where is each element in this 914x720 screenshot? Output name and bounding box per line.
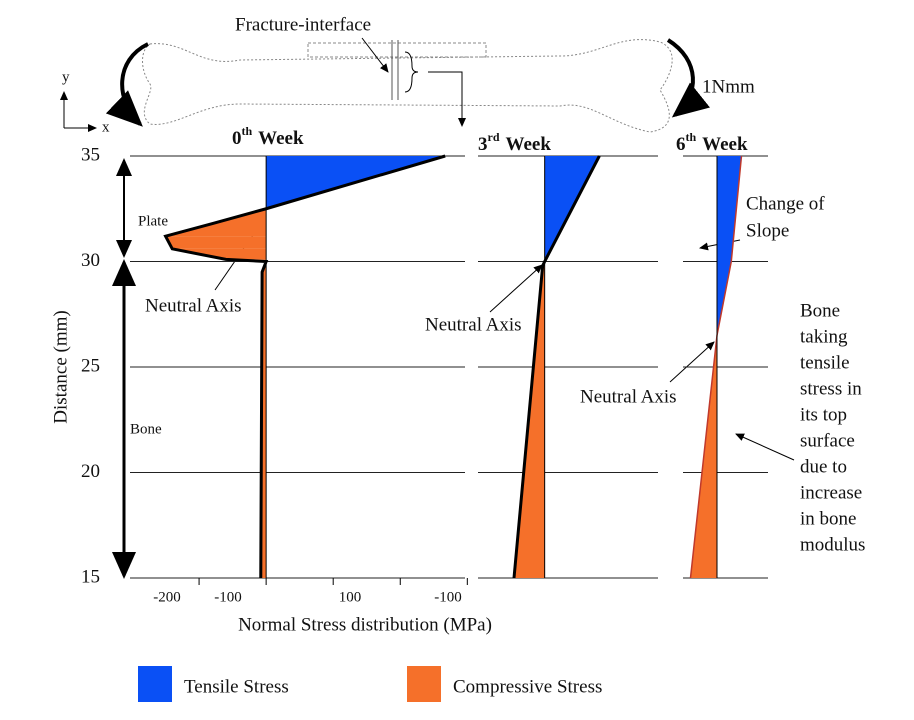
legend-label: Compressive Stress (453, 676, 602, 697)
annotation: stress in (800, 378, 862, 399)
title-suffix: th (686, 130, 697, 144)
annotation: in bone (800, 508, 856, 529)
moment-label: 1Nmm (702, 76, 755, 97)
title-number: 3 (478, 134, 488, 155)
annotation: modulus (800, 534, 865, 555)
y-tick-label: 20 (81, 461, 100, 482)
stress-profile (512, 155, 601, 579)
arrow (428, 71, 466, 127)
x-tick-label: -100 (434, 589, 462, 605)
x-tick-label: -100 (214, 589, 242, 605)
tensile-area (717, 156, 742, 262)
title-text: Week (258, 128, 304, 149)
annotation: Slope (746, 220, 789, 241)
title-number: 6 (676, 134, 686, 155)
axis-label: y (62, 69, 70, 85)
annotation: surface (800, 430, 855, 451)
annotation: its top (800, 404, 847, 425)
panel-title: 0th Week (232, 124, 304, 150)
compressive-area (165, 236, 267, 249)
axis-label: x (102, 119, 110, 135)
annotation: Bone (130, 421, 162, 437)
bone-outline (142, 39, 673, 133)
legend-swatch (407, 666, 441, 702)
y-tick-label: 30 (81, 250, 100, 271)
title-suffix: rd (488, 130, 500, 144)
annotation: due to (800, 456, 847, 477)
arrow (669, 341, 715, 383)
annotation: increase (800, 482, 862, 503)
annotation: tensile (800, 352, 850, 373)
arrow (735, 433, 795, 461)
title-text: Week (506, 134, 552, 155)
panel-title: 3rd Week (478, 130, 551, 156)
brace (404, 51, 419, 93)
annotation: Neutral Axis (145, 295, 242, 316)
x-tick-label: -200 (153, 589, 181, 605)
annotation: Plate (138, 213, 168, 229)
title-number: 0 (232, 128, 242, 149)
moment-arrow (105, 42, 149, 127)
annotation: Neutral Axis (580, 386, 677, 407)
annotation: Change of (746, 193, 825, 214)
y-tick-label: 15 (81, 566, 100, 587)
y-tick-label: 25 (81, 355, 100, 376)
x-axis-label: Normal Stress distribution (MPa) (238, 614, 492, 635)
annotation: Neutral Axis (425, 314, 522, 335)
y-axis-label: Distance (mm) (50, 310, 71, 423)
legend-swatch (138, 666, 172, 702)
panel-title: 6th Week (676, 130, 748, 156)
stress-profile (689, 155, 743, 579)
title-text: Week (702, 134, 748, 155)
compressive-area (165, 223, 267, 237)
arrow (361, 37, 389, 73)
legend-label: Tensile Stress (184, 676, 289, 697)
y-tick-label: 35 (81, 144, 100, 165)
compressive-area (172, 248, 267, 260)
title-suffix: th (242, 124, 253, 138)
annotation: Bone (800, 300, 840, 321)
x-tick-label: 100 (339, 589, 362, 605)
annotation: taking (800, 326, 848, 347)
arrow (489, 264, 543, 313)
plate-outline (307, 42, 487, 58)
moment-arrow (666, 38, 710, 118)
stress-profile (163, 154, 446, 579)
fracture-label: Fracture-interface (235, 14, 371, 35)
